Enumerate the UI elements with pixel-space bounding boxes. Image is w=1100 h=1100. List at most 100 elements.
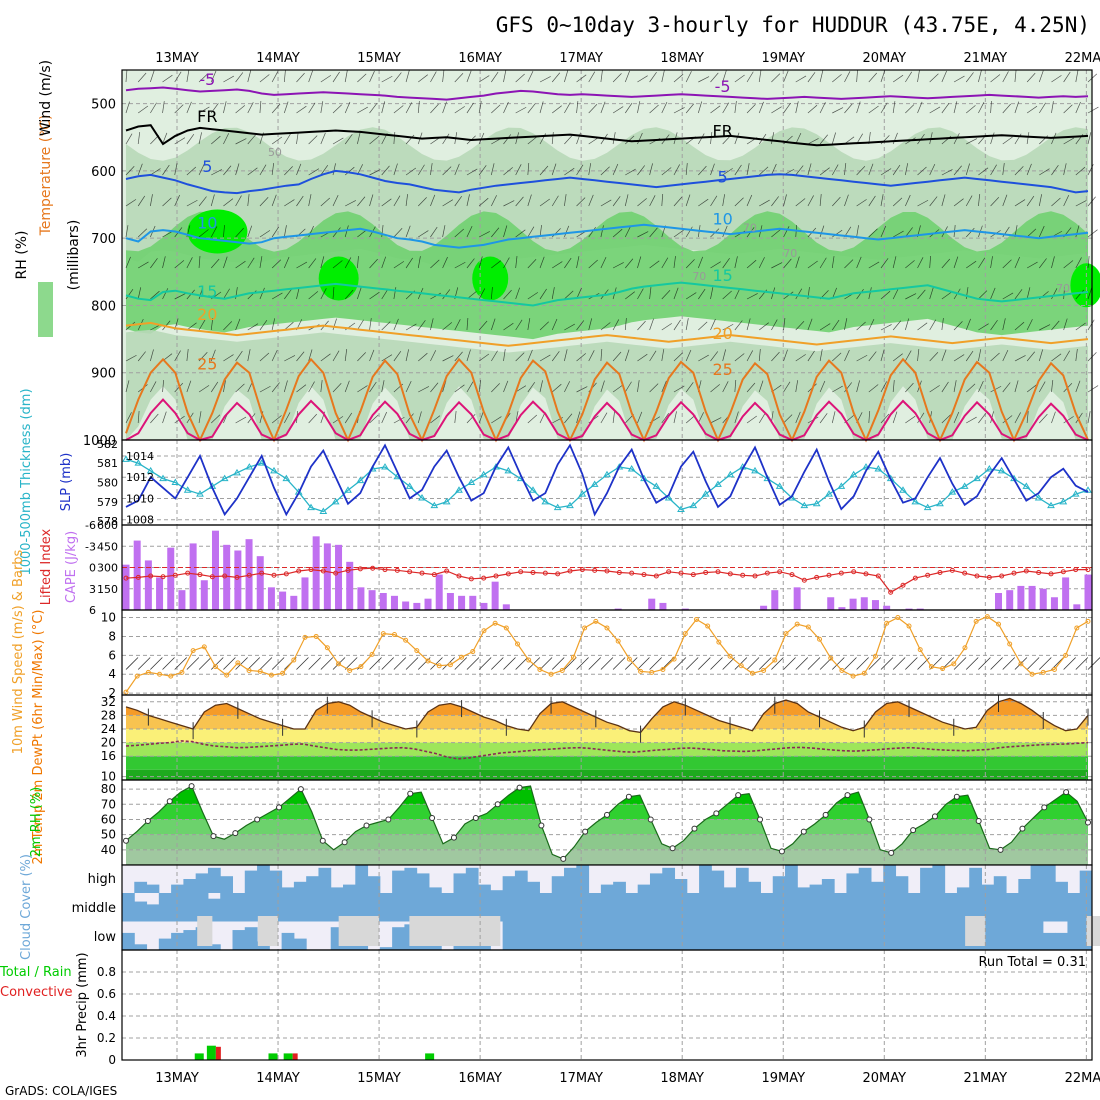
- wind-tick-label: 8: [108, 629, 116, 643]
- cape-bar: [793, 587, 801, 610]
- wind-barb: [527, 318, 531, 331]
- li-marker: [209, 574, 215, 580]
- wind-barb: [235, 138, 247, 145]
- wind-barb: [905, 415, 916, 424]
- wind-barb: [478, 353, 490, 362]
- wind-barb: [673, 196, 683, 207]
- slp-tick-label: 1008: [126, 514, 154, 527]
- wind-barb: [564, 323, 575, 331]
- wind-barb: [235, 163, 240, 176]
- wind-barb: [235, 227, 244, 238]
- wind-barb: [953, 165, 962, 176]
- wind-barb: [880, 413, 890, 424]
- cloud-cell-low: [735, 921, 749, 950]
- wind-barb: [795, 101, 799, 114]
- wind-speed-marker: [828, 655, 834, 661]
- cloud-cell-high: [772, 876, 786, 893]
- wind-speed-marker: [738, 663, 744, 669]
- thickness-marker: [1059, 497, 1068, 505]
- wind-barb: [296, 195, 304, 207]
- wind-barb: [673, 352, 683, 362]
- wind-barb: [905, 194, 911, 207]
- wind-barb: [746, 194, 753, 207]
- wind-barb: [478, 380, 482, 393]
- cloud-cell-middle: [674, 893, 688, 922]
- wind-barb: [125, 101, 130, 114]
- wind-barb: [990, 352, 1000, 362]
- wind-barb: [892, 74, 904, 83]
- wind-barb: [771, 229, 781, 238]
- wind-barb: [478, 165, 487, 176]
- wind-barb: [478, 231, 490, 238]
- wind-barb: [515, 196, 524, 207]
- cloud-cell-low: [993, 921, 1007, 950]
- isotherm-line: [125, 281, 1089, 307]
- wind-barb: [271, 226, 280, 238]
- wind-barb: [965, 227, 975, 238]
- li-marker: [579, 567, 585, 573]
- wind-barb: [454, 411, 457, 424]
- cloud-cell-low: [1018, 921, 1032, 950]
- wind-barb: [357, 73, 367, 83]
- wind-barb: [344, 257, 352, 269]
- wind-barb: [698, 133, 705, 145]
- wind-barb: [503, 349, 506, 362]
- wind-barb: [417, 320, 426, 331]
- wind-barb: [515, 385, 527, 393]
- thickness-marker: [467, 478, 476, 485]
- date-label-bottom: 19MAY: [761, 1071, 805, 1086]
- wind-barb: [990, 197, 1000, 207]
- rh-marker: [669, 845, 676, 852]
- surface-wind-barb: [990, 657, 1003, 670]
- wind-barb: [734, 320, 743, 331]
- cape-bar: [368, 590, 376, 610]
- thickness-marker: [134, 459, 143, 466]
- wind-barb: [174, 350, 181, 362]
- date-label-bottom: 16MAY: [458, 1071, 502, 1086]
- wind-barb: [978, 257, 986, 269]
- cloud-cell-low: [1067, 921, 1081, 950]
- rh-marker: [297, 786, 304, 793]
- wind-speed-marker: [123, 689, 129, 695]
- wind-speed-marker: [212, 664, 218, 670]
- wind-barb: [198, 106, 210, 114]
- wind-barb: [722, 349, 727, 362]
- wind-barb: [990, 101, 992, 114]
- precip-total-legend: Total / Rain: [0, 965, 72, 980]
- wind-barb: [892, 380, 895, 393]
- wind-barb: [722, 102, 730, 114]
- wind-barb: [564, 102, 571, 114]
- wind-barb: [284, 289, 292, 300]
- wind-barb: [381, 165, 390, 176]
- li-marker: [1073, 567, 1079, 573]
- wind-barb: [722, 381, 729, 393]
- wind-speed-marker: [246, 667, 252, 673]
- cape-bar: [446, 593, 454, 610]
- wind-barb: [344, 349, 348, 362]
- wind-barb: [223, 321, 233, 331]
- wind-barb: [685, 292, 697, 300]
- cloud-cell-high: [134, 881, 148, 893]
- cloud-cell-middle: [367, 893, 381, 922]
- wind-barb: [283, 101, 289, 114]
- cloud-cell-high: [343, 884, 356, 893]
- cloud-cell-high: [699, 865, 712, 893]
- wind-barb: [576, 320, 585, 331]
- cape-bar: [502, 604, 510, 610]
- wind-speed-marker: [772, 657, 778, 663]
- temperature-tick-label: 32: [101, 695, 116, 709]
- wind-barb: [1063, 350, 1071, 362]
- cloud-cell-low: [760, 921, 774, 950]
- cloud-cell-middle: [171, 893, 184, 922]
- wind-speed-marker: [996, 621, 1002, 627]
- wind-speed-marker: [369, 651, 375, 657]
- wind-speed-marker: [604, 625, 610, 631]
- wind-speed-marker: [1040, 669, 1046, 675]
- wind-barb: [746, 163, 750, 176]
- wind-barb: [271, 71, 279, 83]
- wind-barb: [734, 353, 745, 362]
- wind-speed-marker: [324, 645, 330, 651]
- wind-speed-marker: [515, 641, 521, 647]
- wind-barb: [454, 73, 464, 83]
- wind-barb: [210, 70, 217, 83]
